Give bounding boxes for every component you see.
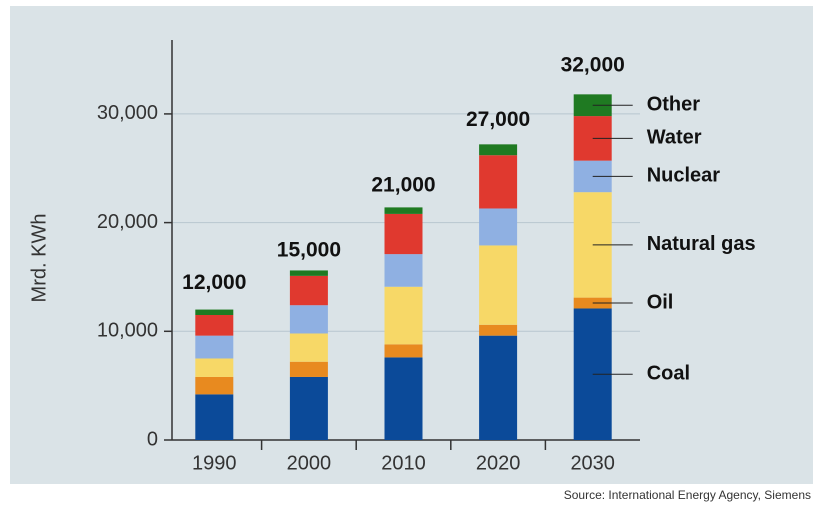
bar-segment [289, 333, 328, 362]
bar-segment [195, 315, 234, 336]
bar-segment [479, 144, 518, 156]
total-label: 12,000 [182, 271, 246, 294]
bar-segment [195, 358, 234, 377]
x-tick-label: 2020 [476, 452, 521, 474]
legend-label: Nuclear [647, 165, 721, 187]
legend-label: Oil [647, 291, 674, 313]
x-tick-label: 2000 [287, 452, 332, 474]
bar-segment [384, 207, 423, 214]
bar-segment [384, 213, 423, 255]
y-axis-label: Mrd. KWh [28, 214, 50, 303]
total-label: 27,000 [466, 108, 530, 131]
bar-segment [384, 357, 423, 440]
legend-label: Other [647, 93, 701, 115]
y-tick-label: 20,000 [97, 211, 158, 233]
bar-segment [195, 335, 234, 359]
bar-segment [289, 305, 328, 334]
bar-segment [479, 155, 518, 209]
x-tick-label: 1990 [192, 452, 237, 474]
bar-segment [289, 275, 328, 306]
bar-segment [479, 245, 518, 325]
x-tick-label: 2030 [570, 452, 615, 474]
bar-segment [479, 208, 518, 246]
legend-label: Water [647, 127, 702, 149]
y-tick-label: 0 [147, 428, 158, 450]
bar-segment [195, 394, 234, 440]
bar-segment [195, 376, 234, 395]
legend-label: Coal [647, 363, 690, 385]
legend-label: Natural gas [647, 233, 756, 255]
total-label: 15,000 [277, 239, 341, 262]
total-label: 21,000 [371, 173, 435, 196]
x-tick-label: 2010 [381, 452, 426, 474]
bar-segment [289, 376, 328, 440]
y-tick-label: 10,000 [97, 320, 158, 342]
source-note: Source: International Energy Agency, Sie… [564, 488, 811, 502]
bar-segment [384, 286, 423, 345]
total-label: 32,000 [561, 54, 625, 77]
bar-segment [289, 270, 328, 276]
bar-segment [195, 309, 234, 315]
bar-segment [384, 344, 423, 358]
bar-segment [289, 361, 328, 377]
bar-segment [479, 324, 518, 336]
bar-segment [384, 254, 423, 287]
y-tick-label: 30,000 [97, 102, 158, 124]
bar-segment [479, 335, 518, 440]
